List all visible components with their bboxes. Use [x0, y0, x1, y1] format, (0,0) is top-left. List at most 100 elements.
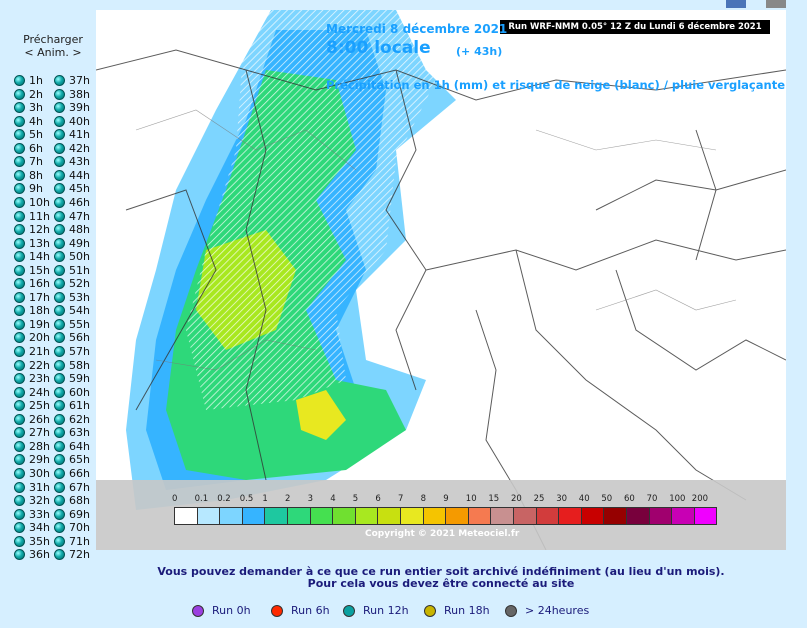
hour-link[interactable]: 11h: [14, 210, 50, 223]
hour-dot-icon: [54, 224, 65, 236]
hour-dot-icon: [14, 427, 25, 439]
hour-link[interactable]: 66h: [54, 467, 90, 480]
hour-link[interactable]: 6h: [14, 142, 43, 155]
hour-dot-icon: [54, 440, 65, 452]
legend-swatch: [354, 507, 379, 525]
hour-link[interactable]: 67h: [54, 481, 90, 494]
hour-link[interactable]: 3h: [14, 101, 43, 114]
hour-link[interactable]: 25h: [14, 399, 50, 412]
hour-link[interactable]: 9h: [14, 182, 43, 195]
hour-link[interactable]: 35h: [14, 535, 50, 548]
hour-link[interactable]: 52h: [54, 277, 90, 290]
hour-link[interactable]: 26h: [14, 413, 50, 426]
hour-label: 15h: [29, 263, 50, 277]
hour-link[interactable]: 21h: [14, 345, 50, 358]
hour-label: 63h: [69, 426, 90, 440]
hour-link[interactable]: 30h: [14, 467, 50, 480]
hour-link[interactable]: 72h: [54, 548, 90, 561]
hour-link[interactable]: 45h: [54, 182, 90, 195]
hour-dot-icon: [54, 129, 65, 141]
legend-swatch: [445, 507, 469, 525]
hour-link[interactable]: 33h: [14, 508, 50, 521]
hour-dot-icon: [14, 332, 25, 344]
hour-dot-icon: [54, 75, 65, 86]
copyright: Copyright © 2021 Meteociel.fr: [365, 529, 520, 539]
hour-dot-icon: [54, 142, 65, 154]
hour-link[interactable]: 2h: [14, 88, 43, 101]
hour-label: 9h: [29, 182, 43, 196]
hour-link[interactable]: 71h: [54, 535, 90, 548]
hour-link[interactable]: 14h: [14, 250, 50, 263]
hour-link[interactable]: 1h: [14, 74, 43, 87]
hour-link[interactable]: 24h: [14, 386, 50, 399]
hour-link[interactable]: 62h: [54, 413, 90, 426]
gif-icon[interactable]: [726, 0, 746, 8]
hour-link[interactable]: 12h: [14, 223, 50, 236]
hour-link[interactable]: 5h: [14, 128, 43, 141]
preload-label[interactable]: Précharger: [23, 33, 83, 46]
hour-link[interactable]: 54h: [54, 304, 90, 317]
hour-link[interactable]: 61h: [54, 399, 90, 412]
hour-link[interactable]: 16h: [14, 277, 50, 290]
hour-link[interactable]: 29h: [14, 453, 50, 466]
hour-link[interactable]: 44h: [54, 169, 90, 182]
hour-link[interactable]: 58h: [54, 359, 90, 372]
hour-link[interactable]: 59h: [54, 372, 90, 385]
hour-link[interactable]: 46h: [54, 196, 90, 209]
hour-link[interactable]: 4h: [14, 115, 43, 128]
hour-label: 35h: [29, 534, 50, 548]
hour-link[interactable]: 60h: [54, 386, 90, 399]
hour-link[interactable]: 32h: [14, 494, 50, 507]
hour-link[interactable]: 48h: [54, 223, 90, 236]
hour-label: 43h: [69, 155, 90, 169]
hour-link[interactable]: 31h: [14, 481, 50, 494]
hour-link[interactable]: 53h: [54, 291, 90, 304]
hour-link[interactable]: 50h: [54, 250, 90, 263]
hour-link[interactable]: 22h: [14, 359, 50, 372]
hour-link[interactable]: 8h: [14, 169, 43, 182]
hour-link[interactable]: 27h: [14, 426, 50, 439]
hour-link[interactable]: 18h: [14, 304, 50, 317]
hour-link[interactable]: 23h: [14, 372, 50, 385]
hour-label: 26h: [29, 412, 50, 426]
hour-link[interactable]: 28h: [14, 440, 50, 453]
hour-link[interactable]: 43h: [54, 155, 90, 168]
hour-link[interactable]: 56h: [54, 331, 90, 344]
save-icon[interactable]: [766, 0, 786, 8]
hour-link[interactable]: 15h: [14, 264, 50, 277]
anim-controls[interactable]: < Anim. >: [24, 46, 82, 59]
hour-label: 55h: [69, 317, 90, 331]
hour-link[interactable]: 36h: [14, 548, 50, 561]
hour-link[interactable]: 55h: [54, 318, 90, 331]
hour-dot-icon: [14, 278, 25, 290]
hour-link[interactable]: 20h: [14, 331, 50, 344]
hour-link[interactable]: 49h: [54, 237, 90, 250]
hour-dot-icon: [54, 508, 65, 520]
hour-link[interactable]: 57h: [54, 345, 90, 358]
hour-link[interactable]: 51h: [54, 264, 90, 277]
hour-link[interactable]: 7h: [14, 155, 43, 168]
legend-swatch: [603, 507, 627, 525]
hour-link[interactable]: 42h: [54, 142, 90, 155]
hour-link[interactable]: 17h: [14, 291, 50, 304]
legend-label: 25: [533, 494, 545, 504]
hour-link[interactable]: 41h: [54, 128, 90, 141]
hour-link[interactable]: 19h: [14, 318, 50, 331]
hour-link[interactable]: 65h: [54, 453, 90, 466]
hour-link[interactable]: 63h: [54, 426, 90, 439]
hour-link[interactable]: 68h: [54, 494, 90, 507]
hour-link[interactable]: 37h: [54, 74, 90, 87]
run-dot-icon: [271, 604, 283, 617]
hour-label: 27h: [29, 426, 50, 440]
hour-link[interactable]: 69h: [54, 508, 90, 521]
hour-link[interactable]: 38h: [54, 88, 90, 101]
hour-link[interactable]: 10h: [14, 196, 50, 209]
hour-label: 46h: [69, 195, 90, 209]
hour-link[interactable]: 34h: [14, 521, 50, 534]
hour-link[interactable]: 40h: [54, 115, 90, 128]
hour-link[interactable]: 70h: [54, 521, 90, 534]
hour-link[interactable]: 64h: [54, 440, 90, 453]
hour-link[interactable]: 13h: [14, 237, 50, 250]
hour-link[interactable]: 47h: [54, 210, 90, 223]
hour-link[interactable]: 39h: [54, 101, 90, 114]
